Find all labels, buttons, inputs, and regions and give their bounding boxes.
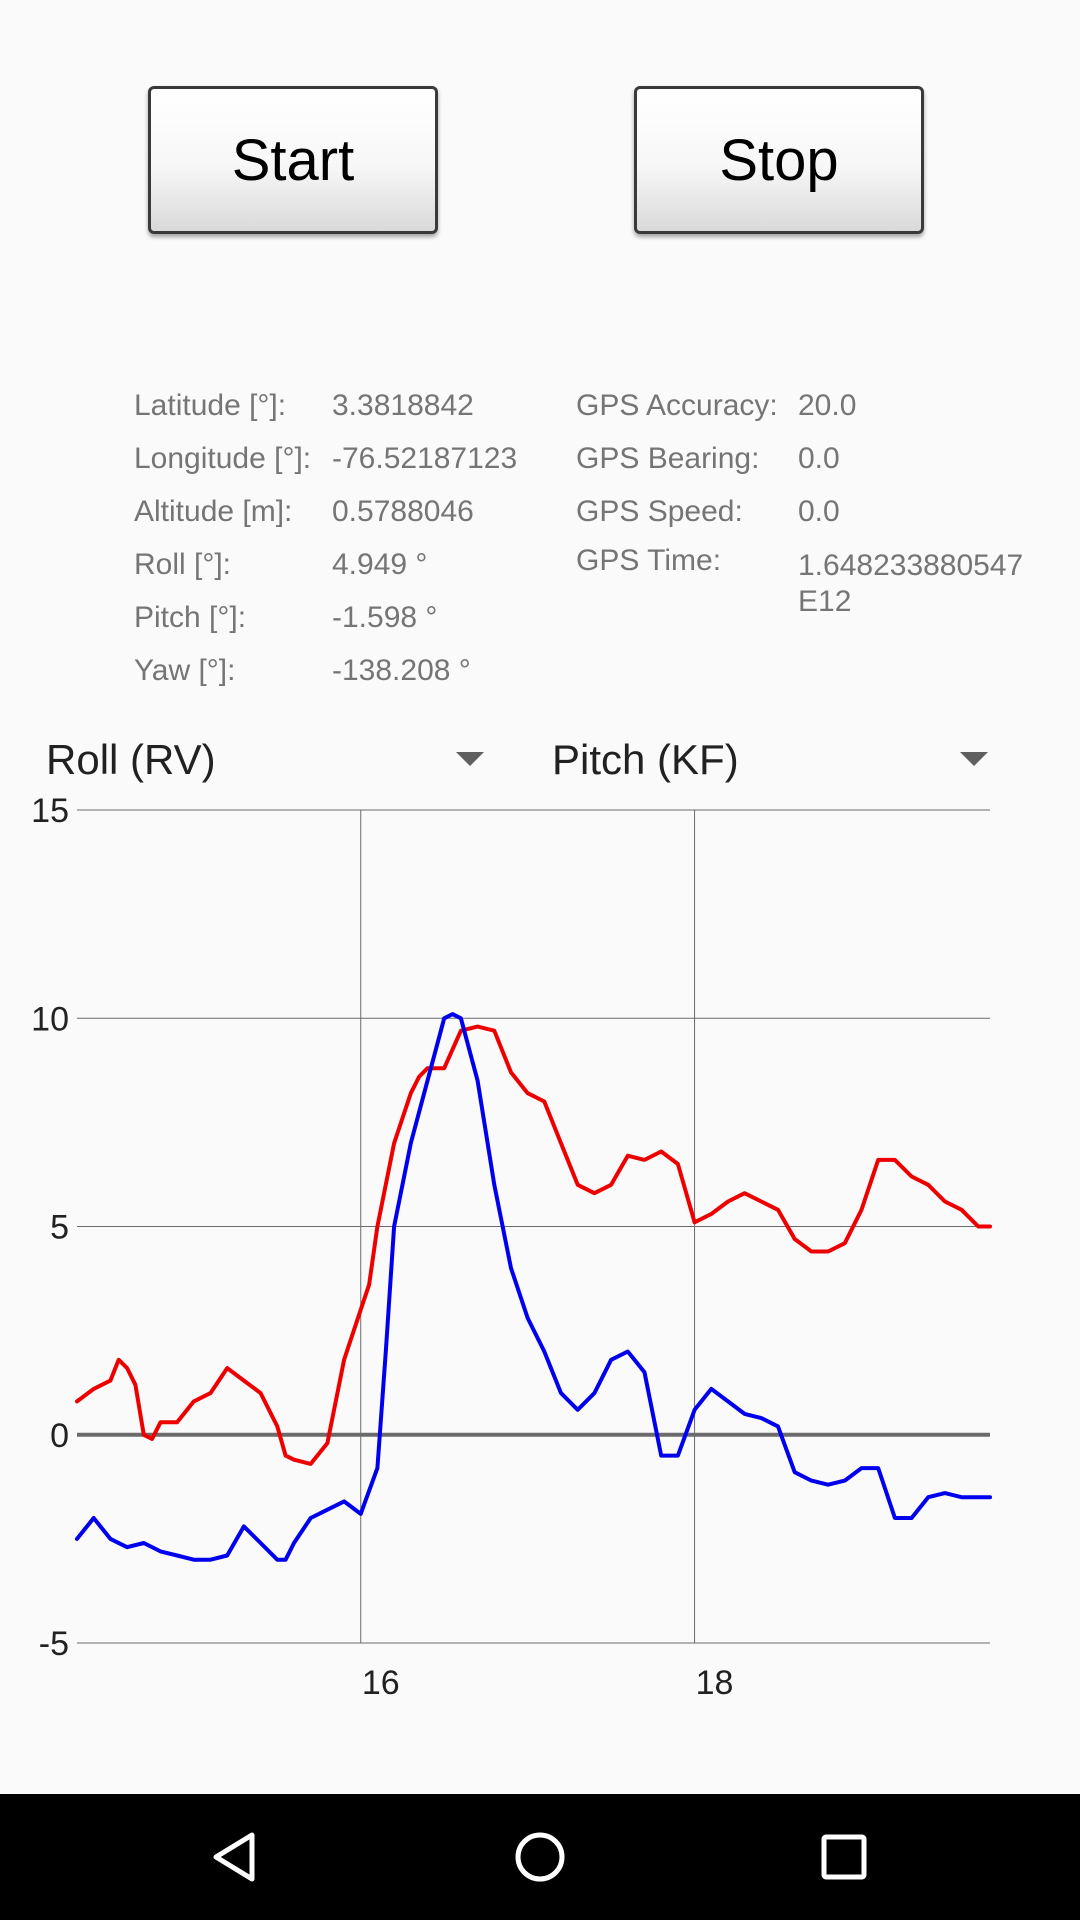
recents-button[interactable] xyxy=(784,1794,904,1920)
latitude-value: 3.3818842 xyxy=(332,389,474,422)
back-button[interactable] xyxy=(176,1794,296,1920)
pitch-series-line xyxy=(75,1012,992,1562)
pitch-label: Pitch [°]: xyxy=(134,601,247,634)
right-series-dropdown[interactable]: Pitch (KF) xyxy=(552,732,992,788)
dropdown-arrow-icon xyxy=(960,752,988,766)
altitude-value: 0.5788046 xyxy=(332,495,474,528)
gps-accuracy-label: GPS Accuracy: xyxy=(576,389,778,422)
x-tick-label: 18 xyxy=(696,1664,734,1702)
yaw-value: -138.208 ° xyxy=(332,654,471,687)
system-navigation-bar xyxy=(0,1794,1080,1920)
chart-series xyxy=(75,1012,992,1562)
y-tick-label: 15 xyxy=(31,792,69,830)
gps-time-label: GPS Time: xyxy=(576,544,722,577)
chart-grid xyxy=(77,809,990,1644)
roll-value: 4.949 ° xyxy=(332,548,428,581)
longitude-value: -76.52187123 xyxy=(332,442,518,475)
left-series-dropdown[interactable]: Roll (RV) xyxy=(46,732,486,788)
left-series-selected: Roll (RV) xyxy=(46,736,216,783)
pitch-value: -1.598 ° xyxy=(332,601,438,634)
y-tick-label: 10 xyxy=(31,1000,69,1038)
yaw-label: Yaw [°]: xyxy=(134,654,236,687)
start-button-label: Start xyxy=(231,127,355,193)
gps-time-value: 1.648233880547E12 xyxy=(798,549,1024,618)
back-triangle-icon xyxy=(213,1832,255,1882)
x-tick-label: 16 xyxy=(362,1664,400,1702)
y-tick-label: 5 xyxy=(50,1209,69,1247)
dropdown-arrow-icon xyxy=(456,752,484,766)
chart-axis-labels: 15 10 5 0 -5 16 18 xyxy=(31,792,733,1702)
right-series-selected: Pitch (KF) xyxy=(552,736,739,783)
altitude-label: Altitude [m]: xyxy=(134,495,293,528)
gps-speed-value: 0.0 xyxy=(798,495,840,528)
gps-bearing-value: 0.0 xyxy=(798,442,840,475)
latitude-label: Latitude [°]: xyxy=(134,389,287,422)
gps-accuracy-value: 20.0 xyxy=(798,389,857,422)
home-button[interactable] xyxy=(480,1794,600,1920)
y-tick-label: -5 xyxy=(39,1625,69,1663)
start-button[interactable]: Start xyxy=(148,86,438,234)
gps-bearing-label: GPS Bearing: xyxy=(576,442,760,475)
stop-button[interactable]: Stop xyxy=(634,86,924,234)
roll-label: Roll [°]: xyxy=(134,548,232,581)
longitude-label: Longitude [°]: xyxy=(134,442,312,475)
stop-button-label: Stop xyxy=(719,127,839,193)
gps-speed-label: GPS Speed: xyxy=(576,495,743,528)
roll-pitch-chart: 15 10 5 0 -5 16 18 xyxy=(31,792,992,1702)
home-circle-icon xyxy=(515,1832,565,1882)
y-tick-label: 0 xyxy=(50,1417,69,1455)
recents-square-icon xyxy=(821,1834,867,1880)
roll-series-line xyxy=(75,1024,992,1466)
